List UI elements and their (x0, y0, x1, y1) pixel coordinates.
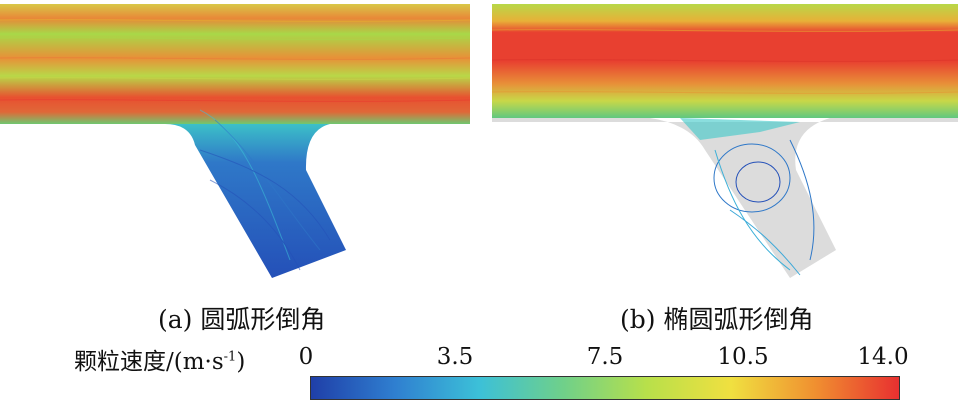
colorbar-tick-4: 14.0 (857, 344, 909, 370)
caption-panel-a: (a) 圆弧形倒角 (158, 305, 326, 334)
colorbar-label-suffix: ) (236, 349, 246, 375)
colorbar-label-prefix: 颗粒速度/(m·s (74, 349, 224, 375)
colorbar-label: 颗粒速度/(m·s-1) (74, 342, 245, 376)
panel-b-streamline-plot (490, 0, 962, 300)
caption-panel-b: (b) 椭圆弧形倒角 (620, 305, 814, 334)
panel-a-streamline-plot (0, 0, 474, 300)
colorbar (310, 376, 900, 400)
streamlines-b (491, 29, 959, 276)
colorbar-tick-1: 3.5 (436, 344, 474, 370)
branch-a (165, 124, 346, 278)
streamlines-a (0, 19, 471, 271)
colorbar-tick-2: 7.5 (586, 344, 624, 370)
main-pipe-a (0, 4, 470, 124)
colorbar-tick-3: 10.5 (717, 344, 769, 370)
colorbar-label-sup: -1 (223, 349, 237, 365)
colorbar-tick-0: 0 (298, 344, 314, 370)
branch-b (492, 118, 958, 278)
